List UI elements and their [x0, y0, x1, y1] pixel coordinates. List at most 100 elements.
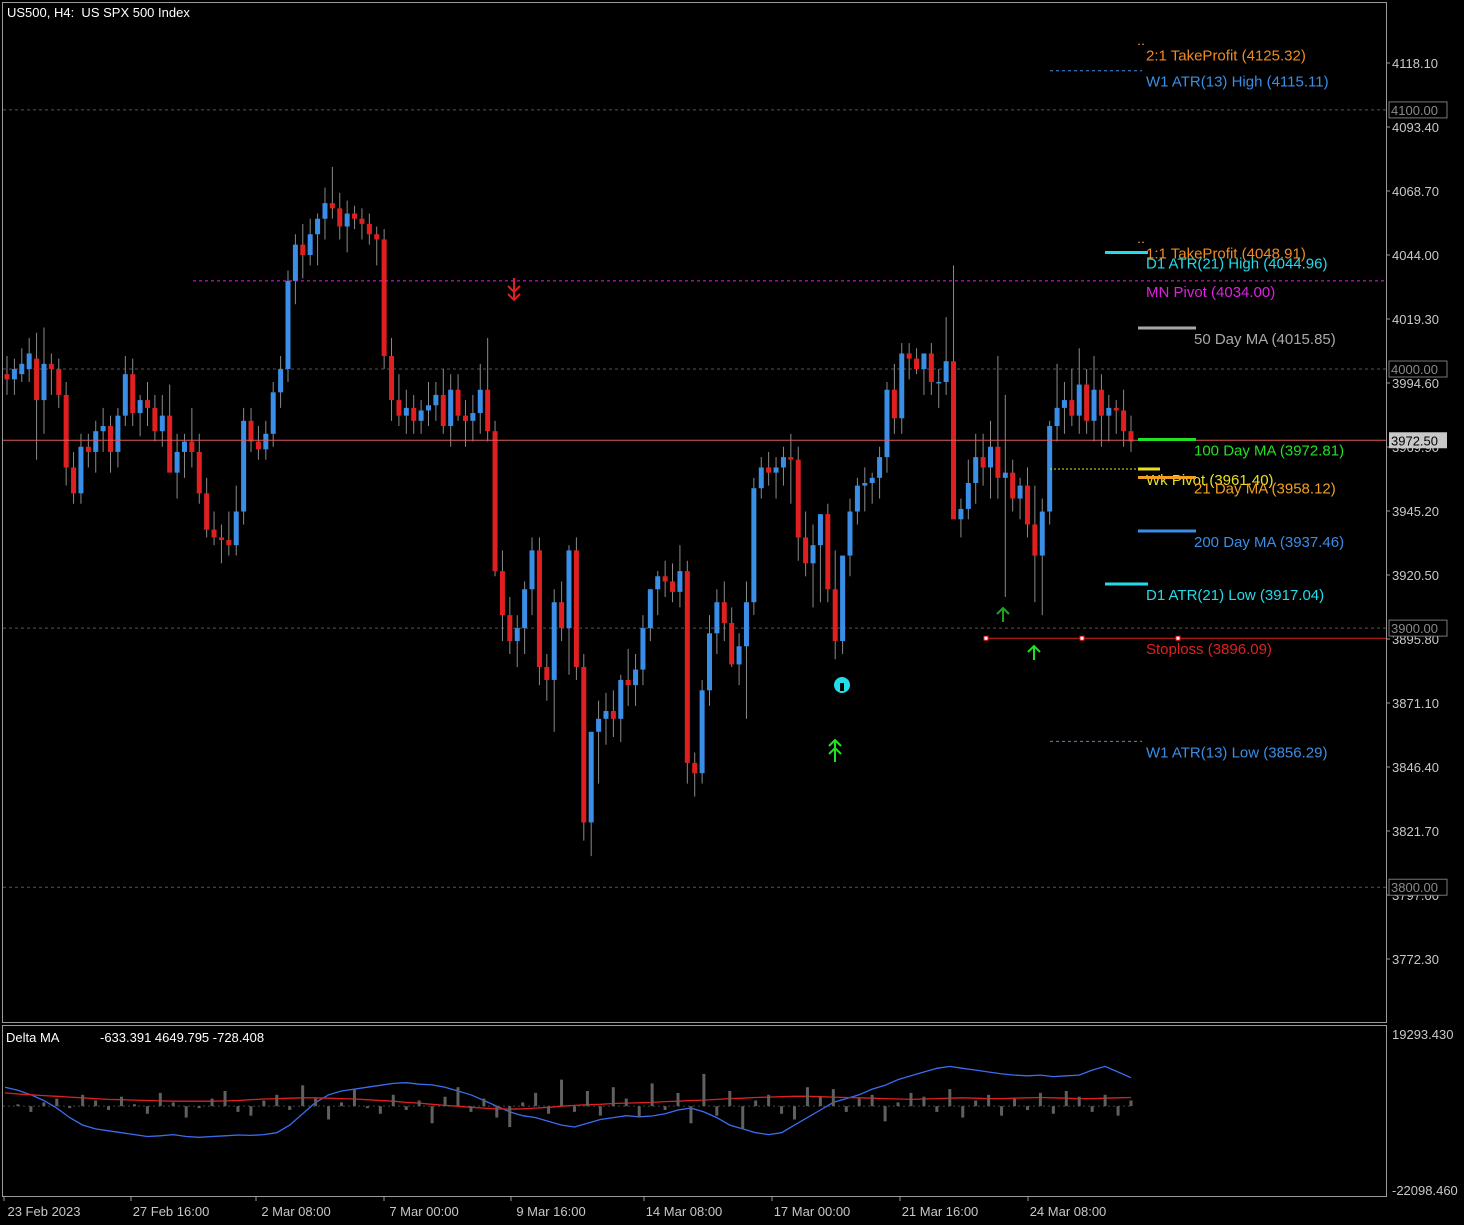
candle-body	[1024, 485, 1030, 525]
delta-hist-bar	[780, 1106, 784, 1114]
candle-body	[48, 363, 54, 370]
candle-body	[1054, 407, 1060, 427]
delta-hist-bar	[728, 1091, 732, 1107]
candle-body	[108, 426, 114, 452]
candle-body	[1106, 407, 1112, 416]
candle-body	[307, 234, 313, 255]
delta-hist-bar	[81, 1094, 85, 1107]
delta-y-tick-label: 19293.430	[1392, 1027, 1453, 1042]
candle-body	[736, 646, 742, 665]
candle-body	[743, 602, 749, 647]
delta-hist-bar	[327, 1106, 331, 1120]
level-label: 21 Day MA (3958.12)	[1194, 481, 1336, 498]
candle-body	[85, 446, 91, 452]
delta-hist-bar	[560, 1079, 564, 1107]
stoploss-marker	[983, 635, 989, 641]
candle-body	[581, 666, 587, 823]
candle-body	[78, 446, 84, 494]
y-tick-label: 3920.50	[1392, 568, 1439, 583]
chart-title: US500, H4: US SPX 500 Index	[7, 5, 190, 20]
candle-body	[854, 485, 860, 512]
delta-hist-bar	[637, 1106, 641, 1118]
candle-body	[1017, 485, 1023, 499]
candle-body	[1076, 384, 1082, 416]
delta-hist-bar	[301, 1085, 305, 1107]
candle-body	[1098, 389, 1104, 416]
delta-hist-bar	[68, 1106, 72, 1109]
candle-body	[670, 581, 676, 592]
candle-body	[544, 666, 550, 680]
candle-body	[433, 394, 439, 406]
candle-body	[610, 711, 616, 719]
candle-body	[426, 405, 431, 411]
candle-body	[536, 550, 542, 667]
current-price-label: 3972.50	[1391, 433, 1438, 448]
delta-hist-bar	[922, 1096, 926, 1107]
candle-body	[292, 244, 298, 281]
candle-body	[145, 400, 150, 408]
candle-body	[1039, 511, 1045, 556]
candle-body	[263, 433, 269, 450]
candle-body	[477, 389, 483, 414]
round-level-box	[1388, 360, 1448, 378]
level-label: D1 ATR(21) High (4044.96)	[1146, 256, 1327, 273]
candle-body	[928, 353, 934, 382]
delta-hist-bar	[365, 1106, 369, 1109]
delta-hist-bar	[417, 1100, 421, 1107]
candle-body	[714, 602, 720, 634]
x-tick-label: 2 Mar 08:00	[261, 1204, 330, 1219]
delta-hist-bar	[831, 1089, 835, 1107]
candle-body	[226, 540, 232, 546]
delta-hist-bar	[611, 1087, 615, 1107]
candle-body	[218, 537, 224, 541]
candle-body	[189, 441, 195, 452]
candle-body	[1047, 426, 1053, 512]
delta-hist-bar	[961, 1106, 965, 1118]
candle-body	[300, 244, 306, 255]
level-label: W1 ATR(13) Low (3856.29)	[1146, 744, 1327, 761]
candle-body	[315, 218, 321, 235]
candle-body	[278, 369, 284, 393]
delta-hist-bar	[767, 1094, 771, 1107]
level-label: MN Pivot (4034.00)	[1146, 284, 1275, 301]
delta-hist-bar	[29, 1106, 33, 1112]
delta-hist-bar	[624, 1098, 628, 1107]
candle-body	[677, 571, 683, 592]
delta-hist-bar	[443, 1096, 447, 1107]
delta-hist-bar	[1051, 1106, 1055, 1114]
delta-hist-bar	[456, 1087, 460, 1107]
delta-hist-bar	[650, 1083, 654, 1107]
delta-hist-bar	[585, 1091, 589, 1107]
delta-hist-bar	[119, 1096, 123, 1107]
level-label: 50 Day MA (4015.85)	[1194, 331, 1336, 348]
candle-body	[906, 353, 912, 359]
delta-hist-bar	[689, 1106, 693, 1124]
candle-body	[366, 223, 372, 235]
buy-arrow-icon	[996, 606, 1010, 622]
candle-body	[204, 493, 210, 530]
delta-hist-bar	[1103, 1094, 1107, 1107]
delta-hist-bar	[818, 1096, 822, 1107]
delta-hist-bar	[262, 1100, 266, 1107]
y-tick-label: 3846.40	[1392, 760, 1439, 775]
level-label: W1 ATR(13) High (4115.11)	[1146, 74, 1329, 91]
candle-body	[559, 602, 565, 629]
candle-body	[344, 213, 350, 227]
candle-body	[1128, 431, 1134, 442]
candle-body	[270, 392, 276, 434]
candle-body	[322, 203, 328, 219]
x-tick-label: 17 Mar 00:00	[774, 1204, 851, 1219]
candle-body	[832, 589, 838, 642]
candle-body	[122, 374, 128, 416]
candle-body	[988, 446, 993, 468]
delta-hist-bar	[1090, 1106, 1094, 1112]
level-label: 200 Day MA (3937.46)	[1194, 534, 1344, 551]
candle-body	[817, 514, 823, 546]
candle-body	[788, 457, 794, 460]
candle-body	[403, 407, 409, 416]
candle-body	[1002, 472, 1008, 478]
candle-body	[1069, 400, 1075, 416]
candle-body	[381, 239, 387, 357]
stoploss-marker	[1175, 635, 1181, 641]
